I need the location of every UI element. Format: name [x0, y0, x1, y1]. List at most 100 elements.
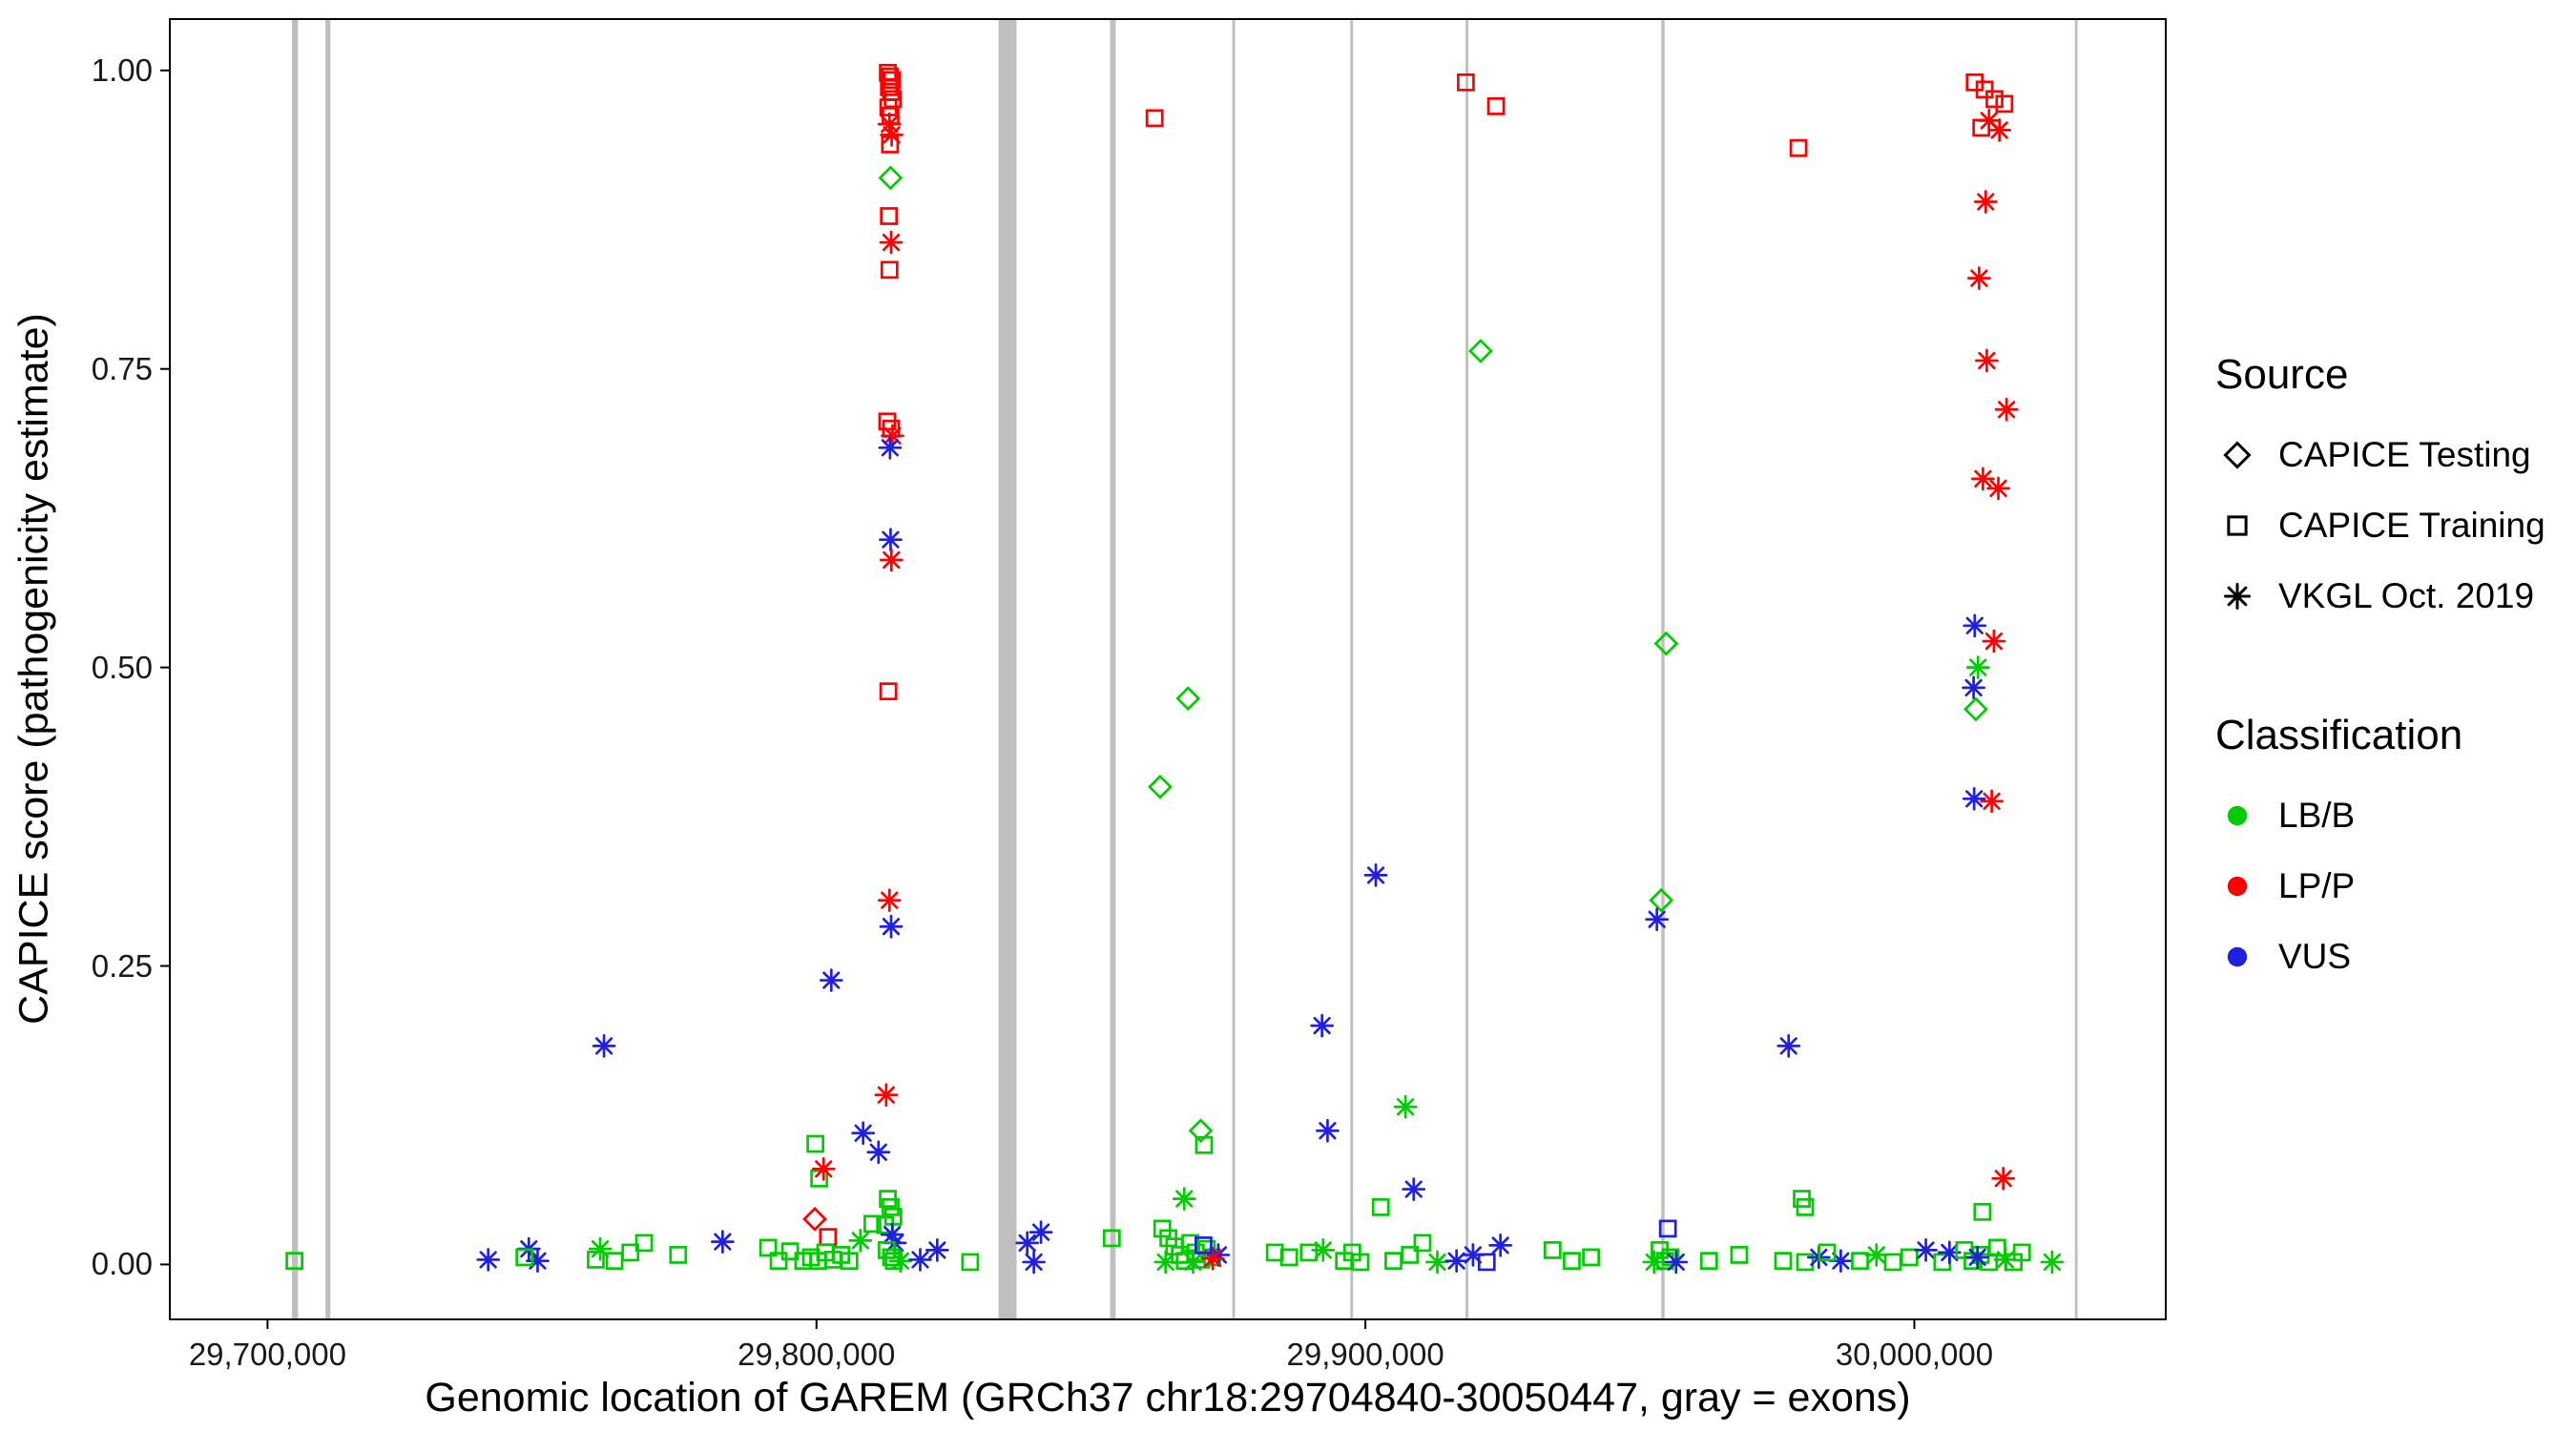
data-point — [1413, 1234, 1432, 1253]
data-point — [882, 1197, 900, 1216]
legend-item-label: CAPICE Testing — [2278, 435, 2531, 474]
data-point — [1153, 1250, 1178, 1275]
data-point — [1148, 774, 1173, 799]
data-point — [866, 1140, 891, 1165]
data-point — [851, 1121, 876, 1146]
exon-bar — [1661, 20, 1665, 1318]
data-point — [592, 1034, 616, 1058]
data-point — [634, 1234, 654, 1253]
data-point — [1971, 467, 1995, 491]
data-point — [1175, 686, 1201, 712]
legend-item-label: VUS — [2278, 937, 2352, 976]
data-point — [888, 1249, 913, 1274]
data-point — [1649, 887, 1674, 913]
data-point — [878, 435, 903, 460]
data-point — [1962, 675, 1985, 700]
data-point — [1973, 190, 1998, 214]
data-point — [1486, 96, 1506, 115]
data-point — [1181, 1250, 1205, 1275]
data-point — [1645, 907, 1669, 932]
data-point — [802, 1206, 827, 1232]
asterisk-marker-icon — [2215, 574, 2259, 618]
data-point — [882, 1248, 901, 1267]
data-point — [1022, 1250, 1046, 1275]
legend-item-vkgl: VKGL Oct. 2019 — [2215, 561, 2545, 632]
square-marker-icon — [2215, 504, 2259, 548]
data-point — [1962, 786, 1986, 811]
data-point — [1653, 631, 1679, 656]
data-point — [1393, 1094, 1418, 1119]
data-point — [1371, 1197, 1390, 1216]
data-point — [879, 548, 904, 572]
data-point — [1153, 1219, 1172, 1238]
legend-item-capice-training: CAPICE Training — [2215, 490, 2545, 561]
data-point — [806, 1134, 825, 1153]
data-point — [1488, 1234, 1513, 1257]
data-point — [880, 77, 899, 96]
data-point — [1457, 73, 1475, 92]
data-point — [1987, 118, 2012, 142]
data-point — [1972, 118, 1991, 137]
data-point — [1402, 1177, 1426, 1201]
data-point — [1664, 1250, 1689, 1275]
legend-item-lbb: LB/B — [2215, 780, 2545, 851]
data-point — [878, 165, 904, 191]
data-point — [1311, 1238, 1336, 1262]
data-point — [863, 1214, 882, 1234]
data-point — [1975, 80, 1994, 99]
red-dot-icon — [2215, 864, 2259, 908]
legend-item-label: VKGL Oct. 2019 — [2278, 576, 2535, 615]
data-point — [1789, 138, 1808, 157]
data-point — [881, 135, 900, 154]
data-point — [880, 123, 904, 147]
data-point — [848, 1229, 873, 1253]
data-point — [877, 888, 902, 913]
data-point — [1642, 1250, 1667, 1275]
data-point — [476, 1248, 501, 1272]
exon-bar — [2074, 20, 2078, 1318]
data-point — [879, 230, 904, 255]
data-point — [1468, 339, 1493, 363]
data-point — [880, 260, 899, 280]
legend-spacer — [2215, 632, 2545, 712]
data-point — [1967, 266, 1991, 290]
data-point — [1425, 1250, 1449, 1275]
data-point — [1774, 1252, 1793, 1271]
data-point — [711, 1230, 735, 1254]
data-point — [1914, 1238, 1938, 1262]
data-point — [1987, 1238, 2006, 1257]
data-point — [769, 1252, 788, 1271]
data-point — [1818, 1243, 1837, 1262]
data-point — [810, 1169, 829, 1188]
data-point — [1986, 476, 2010, 501]
data-point — [1982, 629, 2006, 653]
data-point — [1994, 397, 2019, 422]
data-point — [1015, 1231, 1040, 1255]
data-point — [1102, 1229, 1121, 1248]
legend-source-title: Source — [2215, 351, 2349, 398]
x-axis-title: Genomic location of GAREM (GRCh37 chr18:… — [425, 1375, 1911, 1421]
data-point — [2040, 1250, 2065, 1275]
data-point — [1188, 1118, 1214, 1144]
data-point — [1310, 1013, 1335, 1038]
data-point — [879, 914, 904, 939]
data-point — [1985, 90, 2004, 109]
legend: Source CAPICE Testing CAPICE Training VK… — [2215, 351, 2545, 992]
data-point — [1796, 1197, 1815, 1216]
data-point — [908, 1248, 932, 1272]
exon-bar — [1110, 20, 1116, 1318]
data-point — [1363, 863, 1388, 887]
data-point — [840, 1252, 859, 1271]
exon-bar — [325, 20, 331, 1318]
data-point — [526, 1249, 550, 1274]
legend-item-label: LB/B — [2278, 796, 2356, 835]
data-point — [588, 1236, 613, 1261]
data-point — [1658, 1219, 1677, 1238]
data-point — [1900, 1248, 1919, 1267]
data-point — [1172, 1187, 1196, 1211]
data-point — [1776, 1034, 1801, 1058]
data-point — [1973, 1202, 1992, 1221]
data-point — [1200, 1246, 1225, 1271]
